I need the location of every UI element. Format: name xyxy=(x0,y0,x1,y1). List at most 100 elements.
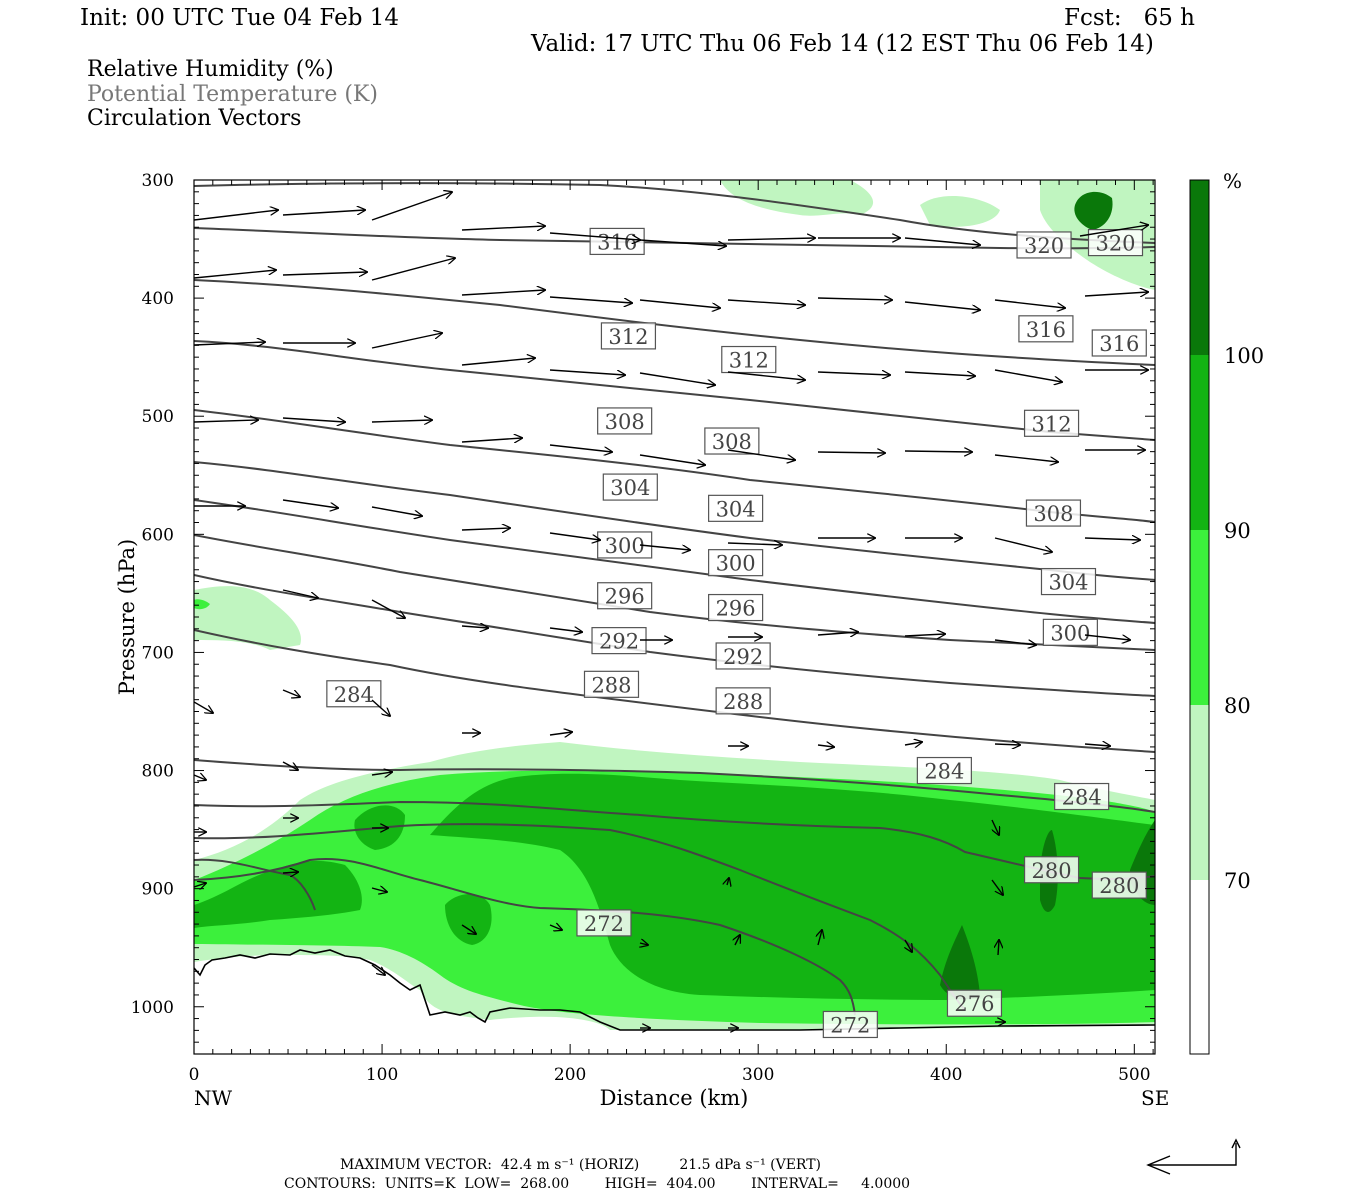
contour-label: 320 xyxy=(1016,231,1072,259)
terrain-line xyxy=(193,949,1156,1031)
x-tick-label: 100 xyxy=(366,1065,398,1085)
contour-label-text: 284 xyxy=(1062,786,1102,810)
contour-label-text: 288 xyxy=(723,690,763,714)
colorbar-70 xyxy=(1190,705,1209,880)
contour-label: 280 xyxy=(1091,871,1147,899)
contour-label: 284 xyxy=(326,680,382,708)
contour-label: 300 xyxy=(597,531,653,559)
contour-label: 288 xyxy=(583,670,640,698)
contour-label-text: 284 xyxy=(924,760,964,784)
y-tick-label: 500 xyxy=(142,407,174,427)
x-axis-title: Distance (km) xyxy=(600,1086,749,1110)
contour-label-text: 316 xyxy=(597,230,637,254)
legend-relative-humidity: Relative Humidity (%) xyxy=(87,57,334,82)
contour-label-text: 272 xyxy=(830,1013,870,1037)
contour-label-text: 284 xyxy=(334,683,374,707)
contour-label-text: 280 xyxy=(1099,874,1139,898)
contour-label: 308 xyxy=(1025,499,1082,527)
y-axis-title: Pressure (hPa) xyxy=(115,539,139,695)
contour-label-text: 300 xyxy=(716,552,756,576)
colorbar-label-70: 70 xyxy=(1224,869,1251,893)
contour-label-text: 304 xyxy=(716,497,756,521)
legend-potential-temperature: Potential Temperature (K) xyxy=(87,82,378,107)
contour-label: 308 xyxy=(704,427,760,455)
contour-label: 320 xyxy=(1087,228,1144,257)
contour-label-text: 276 xyxy=(954,992,994,1016)
contour-label-text: 320 xyxy=(1095,232,1135,256)
contour-label: 312 xyxy=(600,322,657,350)
contour-label-text: 296 xyxy=(605,585,645,609)
contour-label-text: 312 xyxy=(608,325,648,349)
x-tick-label: 0 xyxy=(189,1065,200,1085)
y-tick-label: 600 xyxy=(142,525,174,545)
colorbar-80 xyxy=(1190,530,1209,705)
y-tick-label: 1000 xyxy=(131,998,174,1018)
contour-label-text: 312 xyxy=(729,349,769,373)
contour-label-text: 292 xyxy=(599,630,639,654)
y-tick-label: 300 xyxy=(142,171,174,191)
contour-label-text: 292 xyxy=(723,645,763,669)
contour-label: 280 xyxy=(1023,856,1080,884)
y-tick-label: 400 xyxy=(142,289,174,309)
x-tick-label: 500 xyxy=(1118,1065,1150,1085)
contour-label: 284 xyxy=(916,756,972,785)
contour-label: 304 xyxy=(602,473,658,501)
contour-label: 316 xyxy=(1091,329,1147,357)
contour-label: 272 xyxy=(822,1010,878,1039)
contour-label-text: 308 xyxy=(1033,502,1073,526)
circulation-vectors xyxy=(194,192,1148,1028)
contour-label-text: 300 xyxy=(1050,621,1090,645)
se-label: SE xyxy=(1141,1086,1169,1110)
contour-label: 308 xyxy=(597,407,653,435)
contour-label: 312 xyxy=(721,345,777,374)
colorbar-90 xyxy=(1190,355,1209,530)
contour-label: 296 xyxy=(597,582,653,610)
contour-label-text: 316 xyxy=(1026,318,1066,342)
contour-label-text: 296 xyxy=(716,597,756,621)
y-tick-label: 900 xyxy=(142,880,174,900)
contour-label-text: 288 xyxy=(591,673,631,697)
contour-label-text: 304 xyxy=(610,476,650,500)
contour-label: 316 xyxy=(1018,315,1074,343)
contour-label: 292 xyxy=(591,627,647,655)
contour-label-text: 280 xyxy=(1032,859,1072,883)
contour-label: 284 xyxy=(1054,782,1110,811)
max-vector-note: MAXIMUM VECTOR: 42.4 m s⁻¹ (HORIZ) 21.5 … xyxy=(340,1157,822,1173)
contour-label: 276 xyxy=(946,989,1003,1017)
colorbar-100 xyxy=(1190,180,1209,355)
contour-label-text: 308 xyxy=(605,410,645,434)
colorbar-label-90: 90 xyxy=(1224,519,1251,543)
contour-label-text: 320 xyxy=(1024,234,1064,258)
axis-ticks xyxy=(193,179,1155,1055)
colorbar-unit: % xyxy=(1223,169,1242,193)
colorbar-label-100: 100 xyxy=(1224,344,1264,368)
contour-label: 312 xyxy=(1023,409,1080,437)
contour-label-text: 312 xyxy=(1032,412,1072,436)
contour-label: 300 xyxy=(1042,618,1098,646)
forecast-hour: Fcst: 65 h xyxy=(1064,5,1195,31)
contour-label: 316 xyxy=(589,227,645,256)
reference-vector-icon xyxy=(1146,1138,1241,1175)
contours-note: CONTOURS: UNITS=K LOW= 268.00 HIGH= 404.… xyxy=(284,1176,911,1192)
colorbar-label-80: 80 xyxy=(1224,694,1251,718)
y-tick-label: 800 xyxy=(142,762,174,782)
contour-label-text: 300 xyxy=(605,534,645,558)
legend-circulation-vectors: Circulation Vectors xyxy=(87,106,302,131)
colorbar-below-70 xyxy=(1190,880,1209,1054)
contour-label: 272 xyxy=(576,909,632,937)
contour-label-text: 316 xyxy=(1099,332,1139,356)
contour-label: 300 xyxy=(708,549,764,577)
contour-label: 292 xyxy=(715,642,771,670)
contour-label: 288 xyxy=(715,687,771,715)
x-tick-labels: 0 100 200 300 400 500 xyxy=(189,1065,1151,1085)
init-time: Init: 00 UTC Tue 04 Feb 14 xyxy=(80,5,400,31)
terrain-fill xyxy=(194,955,1155,1054)
contour-label: 304 xyxy=(708,494,764,522)
valid-time: Valid: 17 UTC Thu 06 Feb 14 (12 EST Thu … xyxy=(531,31,1154,57)
contour-label-text: 304 xyxy=(1048,571,1088,595)
contour-label-text: 272 xyxy=(584,912,624,936)
contour-labels: 316 320 320 312 312 316 316 308 308 312 304 304 308 3… xyxy=(326,227,1147,1039)
x-tick-label: 400 xyxy=(930,1065,962,1085)
nw-label: NW xyxy=(194,1086,233,1110)
